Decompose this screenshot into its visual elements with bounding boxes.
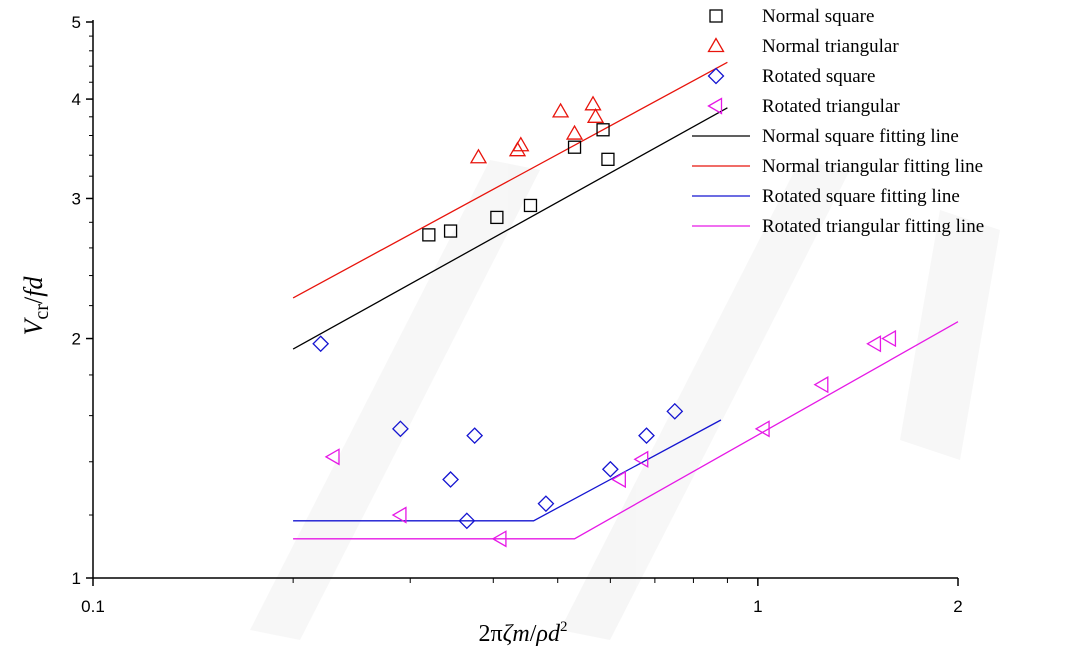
triangle-left-marker bbox=[754, 420, 770, 438]
triangle-left-marker bbox=[491, 530, 507, 548]
diamond-marker bbox=[601, 460, 619, 478]
y-tick-label: 1 bbox=[72, 569, 81, 588]
triangle-up-marker bbox=[584, 95, 602, 111]
square-marker bbox=[596, 123, 610, 137]
triangle-up-marker bbox=[469, 148, 488, 164]
legend-label: Rotated square bbox=[762, 66, 875, 87]
triangle-up-marker bbox=[551, 102, 570, 118]
diamond-marker bbox=[442, 471, 459, 488]
square-marker bbox=[422, 228, 436, 242]
triangle-left-marker bbox=[813, 376, 829, 394]
fit-lines bbox=[292, 61, 959, 540]
diamond-marker bbox=[392, 420, 409, 438]
square-marker bbox=[567, 140, 582, 154]
triangle-left-marker bbox=[707, 97, 723, 115]
diamond-marker bbox=[312, 335, 330, 353]
y-axis-title: Vcr/fd bbox=[19, 276, 53, 336]
diamond-marker bbox=[458, 512, 476, 530]
square-marker bbox=[601, 152, 615, 166]
legend-label: Rotated triangular fitting line bbox=[762, 216, 984, 237]
fit-line bbox=[293, 419, 722, 522]
diamond-marker bbox=[537, 495, 555, 513]
triangle-left-marker bbox=[611, 470, 626, 489]
fit-line bbox=[292, 61, 728, 299]
diamond-marker bbox=[638, 427, 655, 445]
y-tick-label: 2 bbox=[72, 330, 81, 349]
square-marker bbox=[490, 210, 504, 225]
y-tick-label: 3 bbox=[72, 189, 81, 208]
square-marker bbox=[443, 224, 458, 238]
x-axis-title: 2πζm/ρd2 bbox=[479, 619, 568, 647]
triangle-up-marker bbox=[512, 136, 530, 152]
triangle-left-marker bbox=[881, 329, 897, 348]
x-ticks: 0.1 1 2 bbox=[81, 578, 963, 616]
triangle-up-marker bbox=[586, 108, 605, 123]
triangle-left-marker bbox=[633, 450, 649, 468]
legend-label: Rotated triangular bbox=[762, 96, 900, 117]
x-tick-label: 1 bbox=[753, 597, 762, 616]
triangle-left-marker bbox=[324, 448, 340, 466]
triangle-up-marker bbox=[565, 124, 584, 140]
y-tick-label: 5 bbox=[72, 13, 81, 32]
square-marker bbox=[523, 198, 538, 213]
legend-label: Normal triangular fitting line bbox=[762, 156, 983, 177]
watermark bbox=[250, 160, 1000, 640]
y-tick-label: 4 bbox=[72, 90, 81, 109]
legend: Normal square Normal triangular Rotated s… bbox=[692, 6, 984, 237]
diamond-marker bbox=[466, 427, 484, 445]
data-points bbox=[312, 95, 897, 548]
x-tick-label: 0.1 bbox=[81, 597, 105, 616]
fit-line bbox=[292, 107, 728, 350]
square-marker bbox=[709, 9, 723, 23]
y-ticks: 1 2 3 4 5 bbox=[72, 13, 93, 588]
diamond-marker bbox=[666, 402, 684, 420]
legend-label: Normal triangular bbox=[762, 36, 899, 57]
diamond-marker bbox=[707, 67, 725, 85]
triangle-up-marker bbox=[707, 37, 725, 53]
legend-label: Normal square bbox=[762, 6, 874, 27]
fit-line bbox=[293, 321, 959, 540]
legend-label: Rotated square fitting line bbox=[762, 186, 960, 207]
x-tick-label: 2 bbox=[953, 597, 962, 616]
legend-label: Normal square fitting line bbox=[762, 126, 959, 147]
triangle-left-marker bbox=[391, 506, 407, 524]
triangle-left-marker bbox=[866, 335, 882, 353]
